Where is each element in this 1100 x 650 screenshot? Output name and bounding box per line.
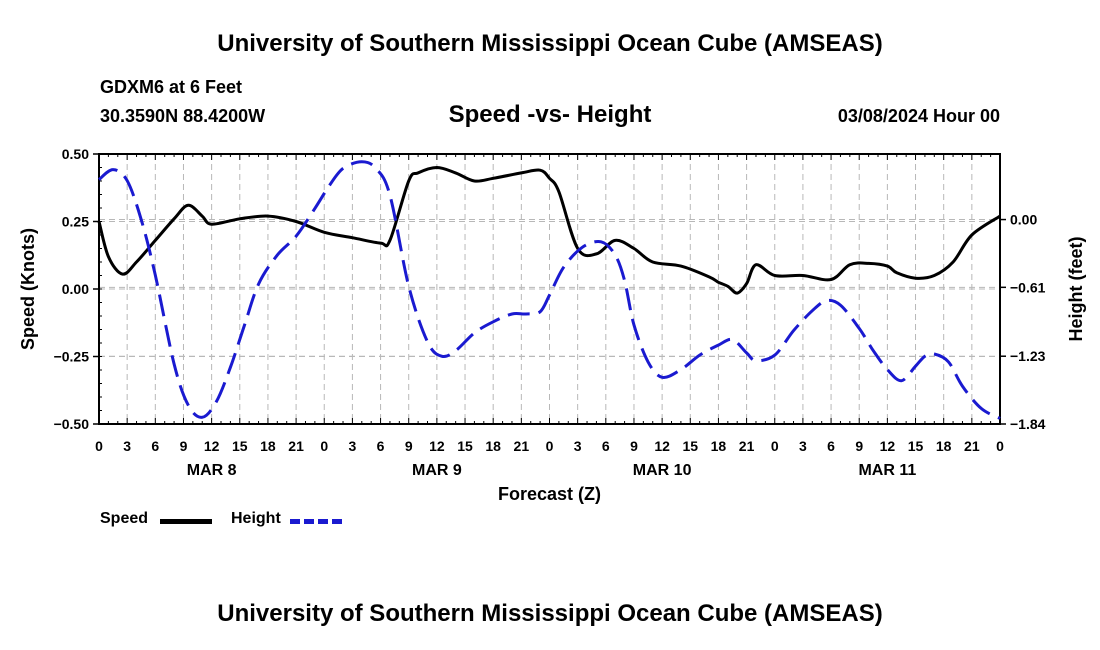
footer-title: University of Southern Mississippi Ocean… (217, 600, 883, 627)
x-tick-label: 18 (485, 438, 501, 454)
x-tick-label: 0 (95, 438, 103, 454)
station-coordinates: 30.3590N 88.4200W (100, 106, 266, 126)
legend-speed-label: Speed (100, 510, 149, 527)
x-tick-label: 3 (349, 438, 357, 454)
station-name: GDXM6 at 6 Feet (100, 77, 243, 97)
x-tick-label: 12 (880, 438, 896, 454)
y2-tick-label: −0.61 (1010, 279, 1046, 295)
x-tick-label: 6 (602, 438, 610, 454)
x-tick-label: 12 (654, 438, 670, 454)
legend-height-label: Height (231, 510, 281, 527)
y-tick-label: 0.50 (62, 146, 89, 162)
x-tick-label: 12 (429, 438, 445, 454)
x-axis-title: Forecast (Z) (498, 484, 601, 504)
y-axis-title: Speed (Knots) (18, 228, 38, 350)
x-tick-label: 9 (630, 438, 638, 454)
x-tick-label: 9 (855, 438, 863, 454)
series-height-line (98, 160, 1001, 420)
x-tick-label: 0 (320, 438, 328, 454)
y2-tick-label: −1.23 (1010, 348, 1046, 364)
y2-axis-title: Height (feet) (1066, 237, 1086, 342)
x-day-label: MAR 10 (633, 462, 692, 479)
x-tick-label: 3 (123, 438, 131, 454)
x-tick-label: 18 (260, 438, 276, 454)
x-tick-label: 15 (682, 438, 698, 454)
x-tick-label: 15 (457, 438, 473, 454)
series-speed-line (97, 166, 1001, 295)
y-tick-label: 0.25 (62, 214, 89, 230)
x-tick-label: 6 (827, 438, 835, 454)
forecast-datetime: 03/08/2024 Hour 00 (837, 106, 1000, 126)
y2-tick-label: −1.84 (1010, 416, 1046, 432)
x-tick-label: 18 (936, 438, 952, 454)
x-tick-label: 9 (405, 438, 413, 454)
x-tick-label: 21 (739, 438, 755, 454)
x-tick-label: 15 (232, 438, 248, 454)
x-tick-label: 6 (377, 438, 385, 454)
x-tick-label: 12 (204, 438, 220, 454)
x-tick-label: 9 (180, 438, 188, 454)
x-tick-label: 21 (964, 438, 980, 454)
page-title: University of Southern Mississippi Ocean… (217, 30, 883, 57)
y-tick-label: 0.00 (62, 281, 89, 297)
legend-height-swatch (290, 519, 342, 524)
x-tick-label: 15 (908, 438, 924, 454)
x-day-label: MAR 9 (412, 462, 462, 479)
x-tick-label: 0 (546, 438, 554, 454)
y-tick-label: −0.25 (54, 349, 90, 365)
y2-tick-label: 0.00 (1010, 212, 1037, 228)
x-tick-label: 3 (799, 438, 807, 454)
chart-title: Speed -vs- Height (448, 101, 652, 128)
x-tick-label: 3 (574, 438, 582, 454)
x-tick-label: 0 (996, 438, 1004, 454)
x-tick-label: 6 (151, 438, 159, 454)
x-tick-label: 0 (771, 438, 779, 454)
legend-speed-swatch (160, 519, 212, 524)
x-day-label: MAR 8 (187, 462, 237, 479)
x-tick-label: 21 (514, 438, 530, 454)
y-tick-label: −0.50 (54, 416, 90, 432)
x-tick-label: 21 (288, 438, 304, 454)
x-tick-label: 18 (711, 438, 727, 454)
x-day-label: MAR 11 (858, 462, 916, 479)
